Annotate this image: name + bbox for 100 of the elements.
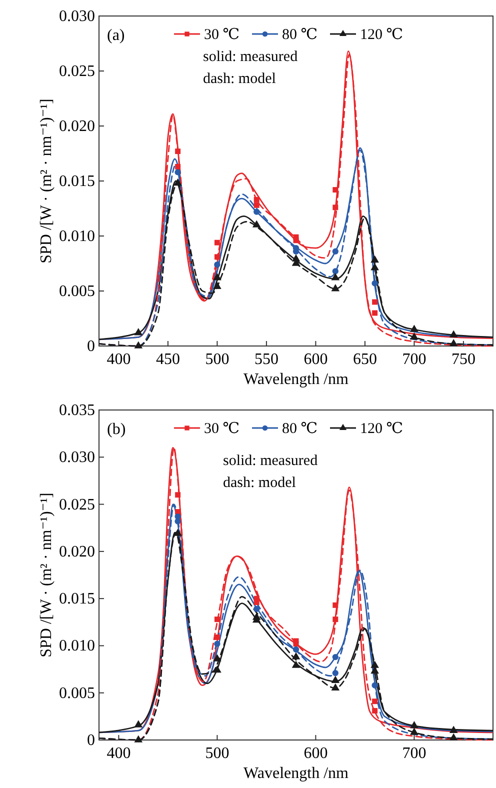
y-tick-label: 0.020 (59, 118, 95, 135)
point (332, 670, 338, 676)
x-tick-label: 500 (205, 351, 230, 368)
point (372, 682, 378, 688)
y-tick-label: 0 (87, 732, 95, 749)
point (332, 204, 338, 210)
point (214, 262, 220, 268)
point (213, 654, 222, 662)
point (174, 528, 182, 536)
x-tick-label: 600 (304, 351, 328, 368)
x-tick-label: 450 (156, 351, 180, 368)
y-tick-label: 0.030 (59, 8, 95, 25)
x-tick-label: 700 (402, 745, 426, 762)
legend-label: 120 ℃ (360, 27, 404, 43)
point (293, 641, 299, 647)
y-tick-label: 0.035 (59, 402, 95, 419)
point (332, 616, 338, 622)
y-tick-label: 0.015 (59, 590, 95, 608)
point (370, 660, 379, 668)
point (252, 220, 261, 228)
point (213, 272, 222, 280)
annotation: dash: model (223, 475, 296, 491)
point (372, 280, 378, 286)
point (332, 187, 338, 193)
point (449, 733, 458, 741)
legend-label: 80 ℃ (282, 421, 318, 437)
legend-label: 120 ℃ (360, 421, 404, 437)
x-tick-label: 400 (106, 351, 131, 368)
point (134, 735, 143, 742)
point (449, 726, 458, 733)
y-tick-label: 0.010 (59, 228, 95, 245)
point (293, 238, 299, 244)
point (370, 263, 379, 270)
point (174, 169, 181, 176)
point (372, 708, 378, 714)
y-axis-title: SPD /[W · (m² · nm⁻¹)⁻¹] (38, 98, 55, 264)
point (175, 164, 181, 170)
x-tick-label: 400 (106, 745, 131, 762)
point (254, 600, 260, 606)
x-tick-label: 600 (304, 745, 328, 762)
y-tick-label: 0.010 (59, 638, 95, 655)
point (292, 652, 300, 660)
x-tick-label: 550 (254, 351, 278, 368)
annotation: (b) (107, 421, 126, 438)
point (134, 328, 143, 336)
point (370, 255, 379, 263)
annotation: dash: model (203, 71, 276, 87)
point (214, 240, 220, 246)
point (175, 148, 181, 154)
x-tick-label: 500 (205, 745, 230, 762)
point (332, 654, 338, 660)
point (332, 248, 338, 254)
point (331, 683, 340, 691)
y-tick-label: 0.005 (59, 283, 95, 300)
point (254, 208, 260, 215)
y-tick-label: 0.030 (59, 449, 95, 466)
y-tick-label: 0.005 (59, 684, 95, 702)
y-tick-label: 0.015 (59, 173, 95, 190)
legend-label: 30 ℃ (204, 27, 240, 43)
legend-label: 30 ℃ (204, 421, 240, 437)
point (410, 728, 418, 735)
point (292, 646, 300, 653)
x-tick-label: 750 (451, 351, 476, 368)
point (214, 640, 220, 647)
point (449, 330, 458, 338)
point (134, 720, 143, 728)
point (372, 698, 378, 704)
y-axis-title: SPD /[W · (m² · nm⁻¹)⁻¹] (38, 492, 55, 658)
point (213, 282, 222, 290)
point (214, 254, 220, 260)
point (331, 284, 340, 292)
point (292, 660, 300, 668)
x-tick-label: 650 (352, 351, 377, 368)
point (331, 272, 340, 280)
point (410, 332, 418, 340)
point (410, 324, 418, 332)
point (449, 338, 458, 346)
annotation: solid: measured (223, 453, 318, 469)
y-tick-label: 0.025 (59, 63, 95, 80)
point (213, 665, 222, 673)
point (332, 268, 338, 274)
point (134, 341, 143, 348)
point (372, 310, 378, 316)
y-tick-label: 0.020 (59, 543, 95, 560)
point (254, 196, 260, 202)
legend-label: 80 ℃ (282, 27, 318, 43)
point (332, 602, 338, 608)
y-tick-label: 0 (87, 338, 95, 355)
point (214, 616, 220, 622)
point (410, 721, 418, 728)
y-tick-label: 0.025 (59, 496, 95, 514)
point (254, 202, 260, 208)
point (254, 606, 260, 612)
annotation: (a) (107, 27, 125, 44)
point (214, 634, 220, 640)
point (174, 178, 182, 186)
point (174, 518, 181, 524)
point (372, 299, 378, 305)
point (175, 492, 181, 498)
x-axis-title: Wavelength /nm (244, 765, 350, 782)
